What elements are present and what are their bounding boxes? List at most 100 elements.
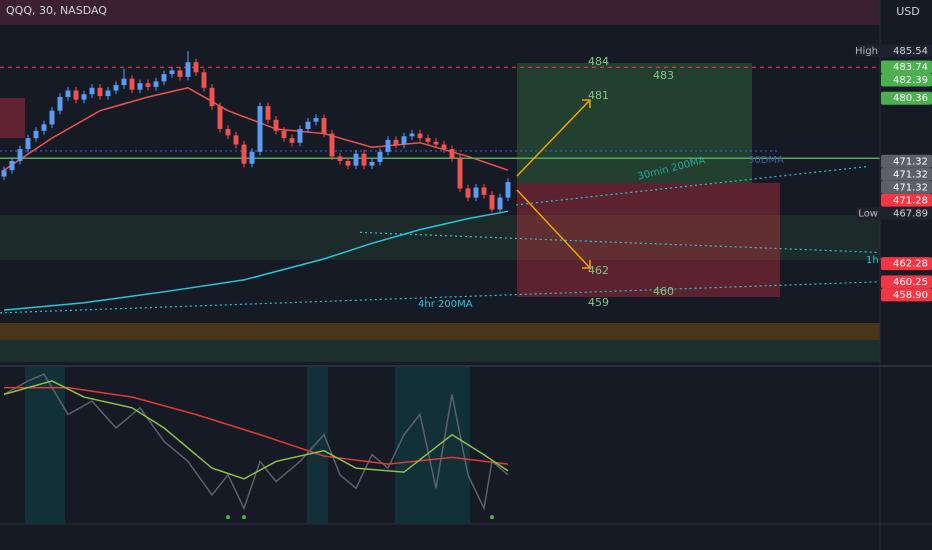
price-tag: High	[855, 46, 878, 57]
ma-line	[3, 210, 509, 311]
candle-body	[465, 188, 471, 198]
candle-body	[137, 83, 143, 90]
candle-body	[385, 139, 391, 152]
candle-body	[25, 138, 31, 150]
candle-body	[185, 62, 191, 77]
candle-body	[425, 138, 431, 142]
arrow	[516, 189, 591, 269]
candle-body	[161, 74, 167, 82]
candle-body	[65, 90, 71, 97]
target-label: 483	[653, 69, 674, 82]
price-label: 460.25	[893, 277, 928, 288]
price-tag-bg	[856, 206, 881, 220]
target-box	[517, 63, 752, 183]
candle-body	[193, 62, 199, 73]
chart-title: QQQ, 30, NASDAQ	[6, 4, 107, 17]
zone	[307, 367, 328, 523]
candle-body	[289, 138, 295, 143]
candle-body	[305, 121, 311, 129]
candle-body	[57, 96, 63, 111]
candle-body	[337, 156, 343, 162]
candle-body	[129, 78, 135, 90]
target-label: 462	[588, 264, 609, 277]
candle-body	[361, 153, 367, 166]
candle-body	[217, 106, 223, 129]
zone	[0, 340, 880, 362]
price-label: 471.32	[893, 169, 928, 180]
candle-body	[449, 149, 455, 159]
candle-body	[97, 87, 103, 97]
candle-body	[505, 182, 511, 198]
signal-dot	[490, 515, 494, 520]
currency[interactable]: USD	[896, 5, 920, 18]
ma-line	[359, 231, 881, 254]
zone	[0, 215, 880, 260]
price-label: 485.54	[893, 46, 928, 57]
candle-body	[121, 78, 127, 86]
ma-label: 1hr	[866, 255, 884, 266]
zone	[0, 0, 880, 25]
candle-body	[297, 128, 303, 143]
osc-line	[3, 380, 509, 480]
price-label: 467.89	[893, 208, 928, 219]
candle-body	[481, 187, 487, 195]
price-label: 482.39	[893, 75, 928, 86]
candle-body	[145, 83, 151, 87]
candle-body	[89, 87, 95, 95]
signal-dot	[226, 515, 230, 520]
osc-line	[4, 386, 509, 465]
candle-body	[257, 106, 263, 152]
signal-dot	[242, 515, 246, 520]
candle-body	[209, 87, 215, 107]
candle-body	[33, 130, 39, 139]
ma-label: 30DMA	[748, 155, 784, 166]
candle-body	[153, 81, 159, 87]
arrow-head	[582, 99, 591, 108]
arrow-head	[582, 260, 591, 269]
candle-body	[41, 124, 47, 131]
ma-label: 4hr 200MA	[418, 299, 473, 310]
price-label: 458.90	[893, 290, 928, 301]
price-label: 471.28	[893, 195, 928, 206]
price-label: 462.28	[893, 259, 928, 270]
price-label-bg	[881, 91, 932, 105]
price-label-bg	[881, 257, 932, 271]
candle-body	[81, 94, 87, 100]
candle-body	[401, 136, 407, 145]
price-label-bg	[881, 288, 932, 302]
price-label: 471.32	[893, 182, 928, 193]
candle-body	[105, 90, 111, 97]
candle-body	[177, 70, 183, 77]
ma-line	[0, 281, 881, 314]
candle-body	[457, 158, 463, 189]
candle-body	[345, 161, 351, 166]
candle-body	[473, 187, 479, 198]
zone	[0, 98, 25, 138]
arrow	[516, 99, 591, 177]
price-tag-bg	[856, 44, 881, 58]
candle-body	[169, 70, 175, 75]
price-label-bg	[881, 167, 932, 181]
price-label-bg	[881, 73, 932, 87]
price-label-bg	[881, 60, 932, 74]
candle-body	[441, 144, 447, 150]
target-label: 460	[653, 285, 674, 298]
candle-body	[233, 135, 239, 145]
candle-body	[49, 110, 55, 125]
candle-body	[489, 194, 495, 210]
candle-body	[249, 151, 255, 164]
candle-body	[433, 141, 439, 145]
price-label-bg	[881, 193, 932, 207]
ma-line	[515, 165, 869, 206]
candle-body	[265, 106, 271, 120]
candle-body	[313, 118, 319, 122]
price-label: 471.32	[893, 156, 928, 167]
candle-body	[321, 118, 327, 134]
candle-body	[1, 170, 7, 177]
zone	[395, 367, 470, 523]
target-label: 459	[588, 296, 609, 309]
candle-body	[329, 133, 335, 157]
candle-body	[377, 151, 383, 162]
candle-body	[225, 128, 231, 136]
